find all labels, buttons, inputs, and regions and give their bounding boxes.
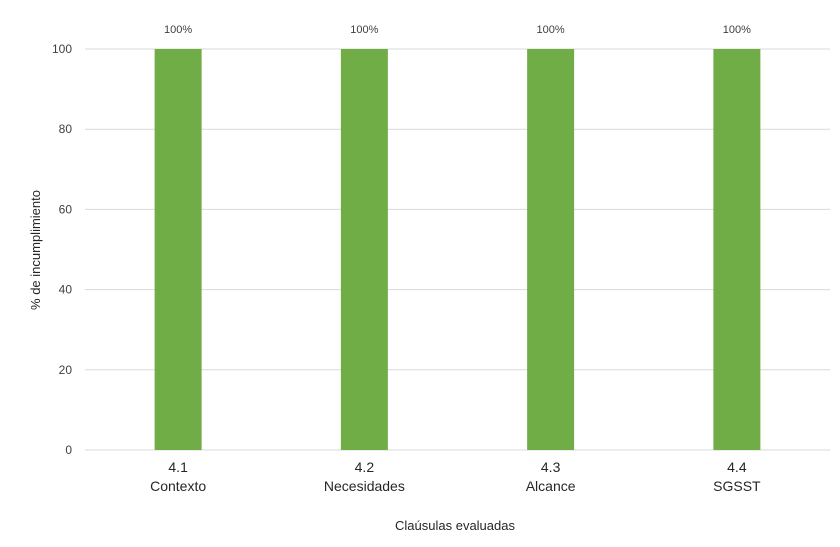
bar-4.1	[154, 49, 202, 450]
data-label: 100%	[537, 24, 565, 36]
x-category-label: Necesidades	[324, 478, 405, 494]
y-tick-label: 40	[59, 283, 73, 297]
x-axis-title: Claúsulas evaluadas	[395, 518, 515, 533]
y-tick-label: 20	[59, 363, 73, 377]
bars	[154, 49, 761, 450]
bar-4.2	[340, 49, 388, 450]
x-category-label: 4.1	[168, 459, 188, 475]
bar-4.3	[527, 49, 575, 450]
y-axis-ticks: 0 20 40 60 80 100	[52, 42, 72, 457]
gridlines	[85, 48, 830, 451]
x-category-label: 4.3	[541, 459, 561, 475]
x-category-label: 4.2	[355, 459, 375, 475]
y-tick-label: 100	[52, 42, 72, 56]
x-category-label: Contexto	[150, 478, 206, 494]
x-category-label: 4.4	[727, 459, 747, 475]
y-axis-title: % de incumplimiento	[28, 190, 43, 310]
bar-4.4	[713, 49, 761, 450]
x-category-label: Alcance	[526, 478, 576, 494]
x-category-label: SGSST	[713, 478, 761, 494]
data-label: 100%	[350, 24, 378, 36]
y-tick-label: 0	[65, 443, 72, 457]
y-tick-label: 80	[59, 122, 73, 136]
data-label: 100%	[164, 24, 192, 36]
data-labels: 100% 100% 100% 100%	[164, 24, 751, 36]
x-axis-categories: 4.1 Contexto 4.2 Necesidades 4.3 Alcance 4.4 SG…	[150, 459, 761, 494]
y-tick-label: 60	[59, 202, 73, 216]
data-label: 100%	[723, 24, 751, 36]
